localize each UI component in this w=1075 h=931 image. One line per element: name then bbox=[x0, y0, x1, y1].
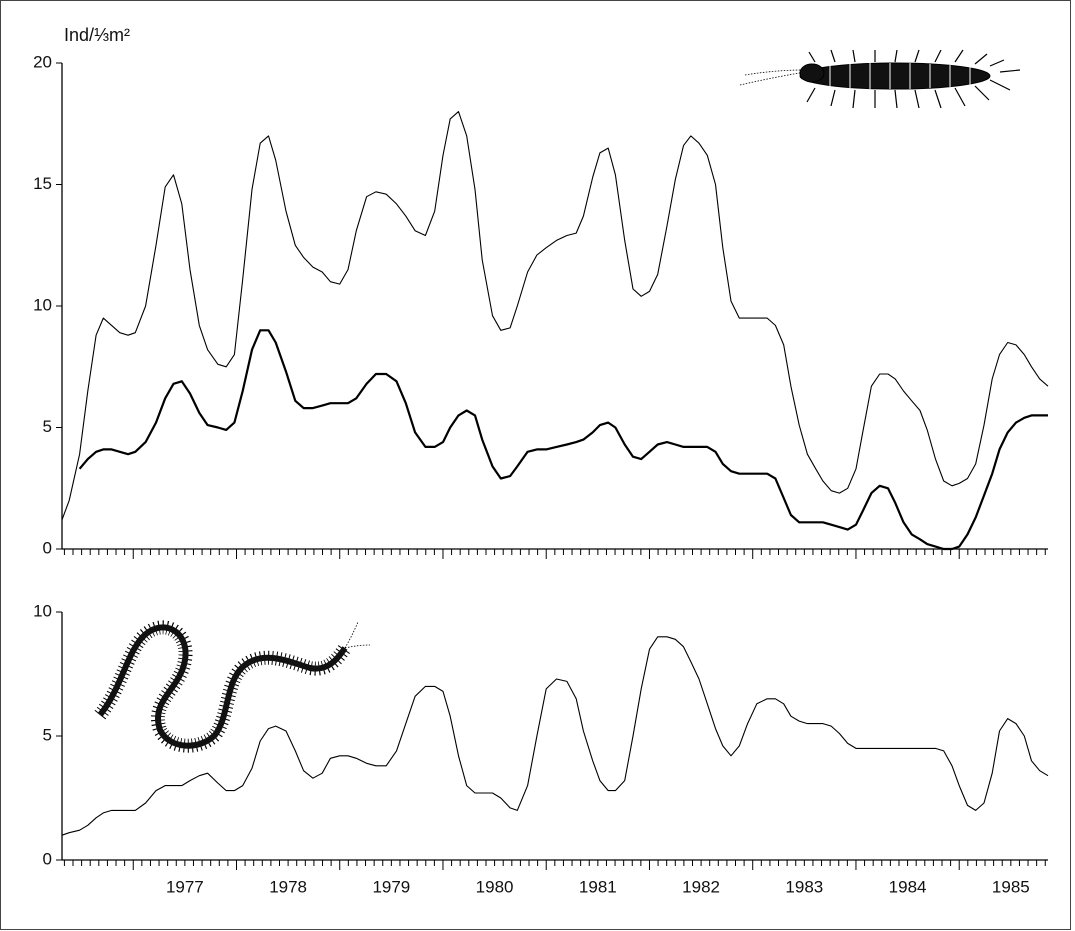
x-tick-label: 1983 bbox=[785, 877, 823, 896]
millipede-illustration bbox=[739, 49, 1021, 109]
x-tick-label: 1978 bbox=[269, 877, 307, 896]
data-line bbox=[61, 111, 1049, 520]
centipede-illustration bbox=[94, 620, 371, 753]
x-tick-label: 1985 bbox=[992, 877, 1030, 896]
y-tick-label: 10 bbox=[33, 295, 52, 314]
y-tick-label: 10 bbox=[33, 601, 52, 620]
y-tick-label: 20 bbox=[33, 52, 52, 71]
y-tick-label: 5 bbox=[43, 725, 52, 744]
data-line bbox=[78, 329, 1048, 551]
x-tick-label: 1984 bbox=[889, 877, 927, 896]
y-tick-label: 15 bbox=[33, 174, 52, 193]
data-line bbox=[61, 636, 1049, 836]
x-tick-label: 1980 bbox=[476, 877, 514, 896]
y-tick-label: 5 bbox=[43, 417, 52, 436]
x-tick-label: 1977 bbox=[166, 877, 204, 896]
y-tick-label: 0 bbox=[43, 849, 52, 868]
x-tick-label: 1982 bbox=[682, 877, 720, 896]
x-tick-label: 1979 bbox=[372, 877, 410, 896]
y-axis-label: Ind/⅓m² bbox=[64, 25, 130, 45]
x-tick-label: 1981 bbox=[579, 877, 617, 896]
y-tick-label: 0 bbox=[43, 538, 52, 557]
